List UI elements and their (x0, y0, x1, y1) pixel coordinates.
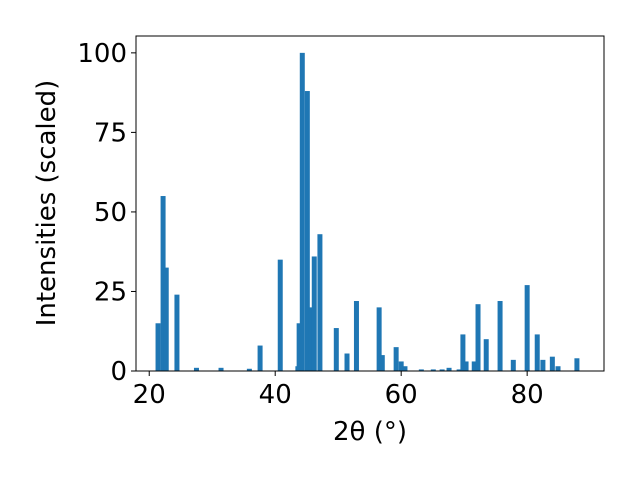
y-tick-label: 0 (110, 357, 127, 387)
bar (534, 334, 540, 371)
bar (311, 256, 317, 371)
bar (549, 356, 555, 371)
plot-frame (135, 35, 605, 372)
bar (393, 347, 399, 371)
bar (446, 367, 452, 371)
bar (376, 307, 382, 371)
x-tick-label: 60 (385, 380, 418, 410)
bar (418, 369, 424, 371)
bar (483, 339, 489, 371)
bar (574, 358, 580, 371)
bar (471, 361, 477, 371)
bar (555, 366, 561, 371)
x-tick-label: 20 (133, 380, 166, 410)
bar (160, 196, 166, 371)
y-tick-label: 50 (94, 198, 127, 228)
y-tick-label: 75 (94, 118, 127, 148)
bar (277, 259, 283, 371)
y-axis-label: Intensities (scaled) (32, 80, 62, 327)
bar (430, 369, 436, 371)
x-tick-label: 40 (259, 380, 292, 410)
bar (460, 334, 466, 371)
bar (439, 369, 445, 371)
bar (456, 369, 462, 371)
bar (402, 366, 408, 371)
bar (379, 355, 385, 371)
bar (524, 285, 530, 371)
bar (540, 359, 546, 371)
bar (333, 328, 339, 371)
bar (246, 368, 252, 371)
bar (510, 359, 516, 371)
bar (193, 367, 199, 371)
bar (174, 294, 180, 371)
bar (398, 361, 404, 371)
bar (218, 367, 224, 371)
bar (317, 234, 323, 371)
bar (353, 301, 359, 371)
bar (155, 323, 161, 371)
bar (344, 353, 350, 371)
bar (463, 361, 469, 371)
bar (257, 345, 263, 371)
y-tick-label: 25 (94, 277, 127, 307)
bar (163, 267, 169, 371)
bar (308, 307, 314, 371)
y-tick-label: 100 (77, 39, 127, 69)
bar (299, 52, 305, 371)
bar (497, 301, 503, 371)
x-axis-label: 2θ (°) (333, 417, 407, 447)
x-tick-label: 80 (511, 380, 544, 410)
bar (296, 323, 302, 371)
bar (475, 304, 481, 371)
bar (304, 91, 310, 371)
